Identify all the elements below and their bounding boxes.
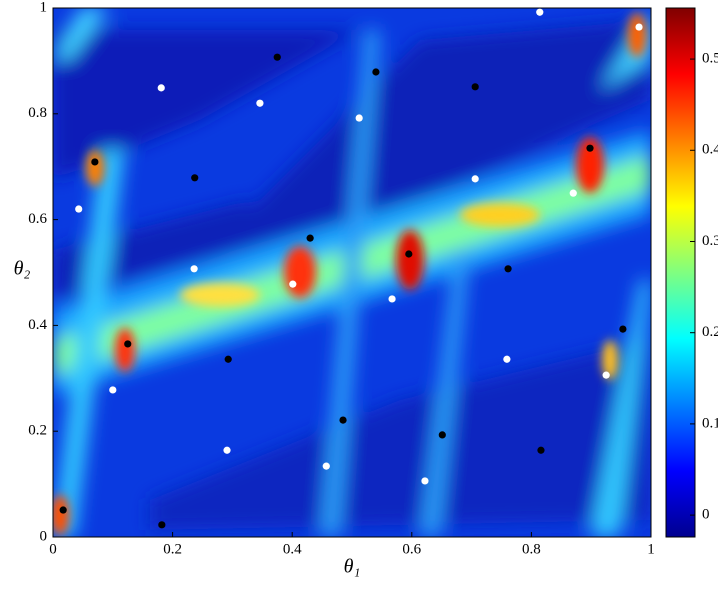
- y-tick-label: 0.6: [28, 211, 47, 227]
- colorbar: [665, 7, 696, 538]
- point: [158, 521, 166, 529]
- x-tick-label: 0.2: [163, 541, 182, 557]
- x-tick-label: 0.4: [283, 541, 302, 557]
- point: [273, 53, 281, 61]
- point: [388, 295, 396, 303]
- point: [355, 114, 363, 122]
- heatmap: [53, 8, 651, 537]
- point: [536, 8, 544, 16]
- colorbar-tick-label: 0.5: [702, 51, 718, 67]
- y-tick-label: 1: [40, 0, 48, 15]
- colorbar-tick-label: 0: [702, 507, 710, 523]
- x-tick-label: 0.8: [522, 541, 541, 557]
- point: [471, 83, 479, 91]
- y-tick-label: 0.4: [28, 317, 47, 333]
- point: [190, 265, 198, 273]
- point: [223, 446, 231, 454]
- point: [191, 174, 199, 182]
- point: [339, 416, 347, 424]
- point: [421, 477, 429, 485]
- point: [471, 175, 479, 183]
- x-axis-label: θ₁: [344, 556, 361, 578]
- colorbar-tick-label: 0.1: [702, 415, 718, 431]
- colorbar-tick-label: 0.4: [702, 142, 718, 158]
- y-tick-label: 0.8: [28, 105, 47, 121]
- y-tick-label: 0: [40, 528, 48, 544]
- colorbar-tick-label: 0.2: [702, 324, 718, 340]
- point: [503, 355, 511, 363]
- colorbar-tick-label: 0.3: [702, 233, 718, 249]
- point: [504, 265, 512, 273]
- point: [109, 386, 117, 394]
- point: [372, 68, 380, 76]
- plot-frame: [52, 7, 652, 538]
- point: [224, 355, 232, 363]
- x-tick-label: 0.6: [402, 541, 421, 557]
- point: [124, 340, 132, 348]
- point: [635, 23, 643, 31]
- point: [91, 158, 99, 166]
- point: [438, 431, 446, 439]
- point: [537, 446, 545, 454]
- point: [619, 325, 627, 333]
- point: [306, 234, 314, 242]
- point: [602, 371, 610, 379]
- point: [405, 250, 413, 258]
- point: [75, 205, 83, 213]
- point: [59, 506, 67, 514]
- y-tick-label: 0.2: [28, 423, 47, 439]
- point: [256, 99, 264, 107]
- y-axis-label: θ₂: [14, 258, 31, 280]
- point: [157, 84, 165, 92]
- point: [289, 280, 297, 288]
- x-tick-label: 1: [647, 541, 655, 557]
- point: [569, 189, 577, 197]
- x-tick-label: 0: [49, 541, 57, 557]
- point: [586, 144, 594, 152]
- point: [322, 462, 330, 470]
